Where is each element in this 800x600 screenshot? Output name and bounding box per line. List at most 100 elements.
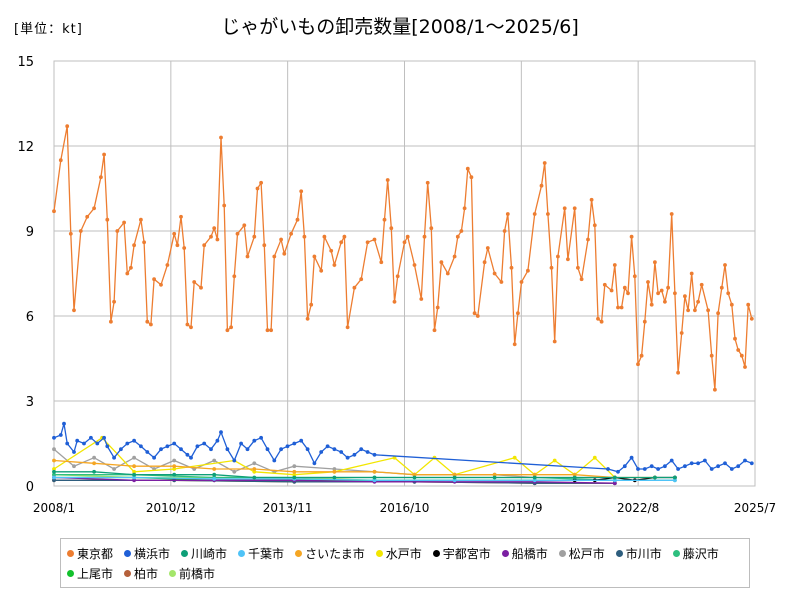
data-point (736, 348, 741, 352)
data-point (102, 435, 106, 440)
data-point (435, 305, 440, 310)
data-point (285, 444, 290, 449)
data-point (576, 265, 580, 270)
legend-item: 藤沢市 (672, 543, 719, 563)
data-point (716, 464, 720, 469)
data-point (58, 433, 63, 437)
data-point (172, 472, 177, 477)
data-point (632, 274, 637, 279)
data-point (279, 447, 283, 452)
data-point (636, 467, 640, 471)
x-tick-label: 2016/10 (380, 501, 430, 515)
legend-item: 東京都 (67, 543, 113, 563)
data-point (372, 475, 377, 480)
data-point (225, 447, 230, 452)
data-point (723, 461, 727, 466)
series-line-4 (53, 459, 655, 479)
y-tick-label: 9 (26, 225, 34, 240)
data-point (686, 308, 690, 313)
legend-item: 水戸市 (375, 543, 422, 563)
data-point (509, 265, 514, 270)
data-point (696, 461, 700, 466)
data-point (663, 299, 667, 304)
data-point (636, 362, 640, 367)
data-point (262, 243, 267, 248)
data-point (642, 319, 647, 324)
data-point (52, 447, 56, 452)
data-point (305, 316, 310, 321)
data-point (92, 469, 96, 474)
legend-label: 船橋市 (511, 546, 548, 561)
data-point (572, 206, 577, 211)
data-point (182, 246, 187, 250)
data-point (729, 467, 734, 471)
data-point (62, 421, 66, 426)
data-point (532, 475, 537, 480)
data-point (232, 274, 237, 279)
data-point (212, 472, 217, 477)
data-point (505, 212, 510, 216)
data-point (252, 461, 257, 466)
data-point (68, 231, 73, 236)
legend-swatch (67, 569, 74, 577)
data-point (739, 353, 744, 358)
data-point (52, 469, 56, 474)
data-point (412, 472, 417, 477)
legend-label: 松戸市 (568, 546, 605, 561)
data-point (365, 450, 370, 454)
data-point (419, 297, 424, 301)
data-point (723, 263, 727, 267)
data-point (703, 458, 707, 463)
legend-label: 市川市 (625, 546, 662, 561)
data-point (179, 214, 183, 219)
data-point (85, 214, 90, 219)
data-point (465, 166, 470, 171)
data-point (445, 271, 450, 276)
data-point (52, 209, 56, 214)
legend-label: さいたま市 (305, 546, 365, 561)
data-point (259, 180, 263, 185)
data-point (332, 475, 337, 480)
data-point (312, 461, 317, 466)
data-point (265, 328, 270, 333)
data-point (342, 234, 347, 239)
data-point (129, 265, 133, 270)
data-point (669, 458, 674, 463)
data-point (659, 288, 664, 293)
data-point (612, 475, 617, 480)
data-point (245, 254, 250, 259)
data-point (112, 467, 116, 471)
data-point (125, 271, 130, 276)
data-point (309, 302, 314, 307)
data-point (716, 311, 720, 316)
data-point (232, 469, 237, 474)
data-point (512, 342, 517, 347)
data-point (185, 322, 190, 327)
legend-item: 千葉市 (238, 543, 284, 563)
data-point (385, 178, 390, 182)
data-point (125, 441, 130, 446)
data-point (492, 475, 497, 480)
data-point (512, 455, 517, 460)
data-point (689, 271, 694, 276)
data-point (619, 305, 624, 310)
data-point (649, 302, 654, 307)
data-point (359, 447, 364, 452)
data-point (295, 217, 300, 222)
data-point (52, 435, 56, 440)
data-point (52, 472, 56, 477)
data-point (172, 458, 177, 463)
data-point (172, 464, 177, 469)
data-point (429, 226, 434, 231)
x-tick-label: 2022/8 (617, 501, 659, 515)
legend-swatch (169, 569, 177, 577)
data-point (612, 263, 617, 267)
data-point (736, 464, 741, 469)
data-point (392, 299, 397, 304)
data-point (292, 441, 297, 446)
data-point (696, 299, 700, 304)
data-point (92, 455, 96, 460)
data-point (119, 447, 123, 452)
data-point (132, 243, 137, 248)
data-point (616, 469, 620, 474)
